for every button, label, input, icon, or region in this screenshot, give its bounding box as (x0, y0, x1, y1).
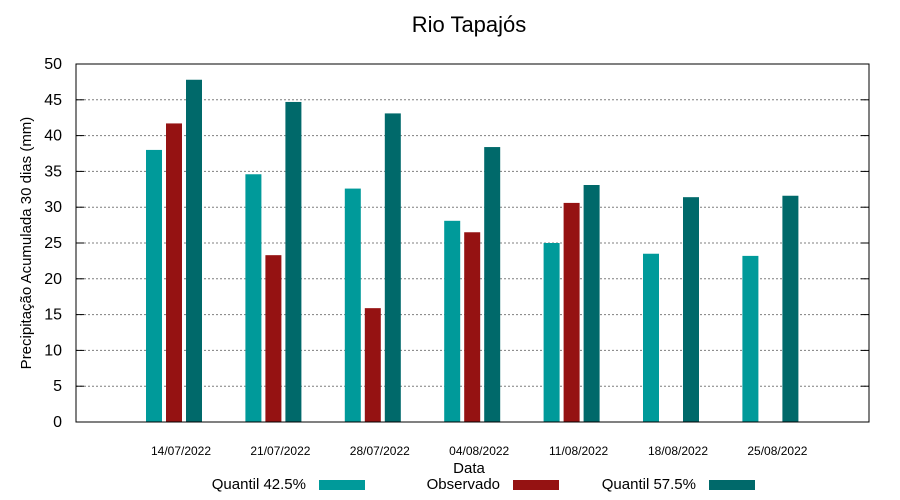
bar-quantil-57-5-2 (384, 113, 401, 423)
x-tick-label: 18/08/2022 (648, 444, 708, 458)
bar-quantil-57-5-3 (484, 147, 501, 422)
y-tick-label: 50 (44, 56, 62, 73)
y-tick-label: 45 (44, 92, 62, 109)
bar-quantil-57-5-0 (186, 79, 202, 422)
legend-label: Quantil 42.5% (212, 476, 306, 493)
axis-ticks: 0 5 10 15 20 25 30 35 40 45 50 14/07/2022 21/07/2022… (44, 56, 869, 458)
y-tick-label: 20 (44, 271, 62, 288)
bar-observado-2 (364, 308, 381, 422)
bar-quantil-57-5-1 (285, 101, 302, 422)
bar-quantil-42-5-5 (643, 253, 659, 422)
legend-label: Observado (427, 476, 500, 493)
bar-quantil-57-5-4 (583, 185, 600, 422)
x-tick-label: 21/07/2022 (250, 444, 310, 458)
bar-quantil-42-5-1 (245, 174, 262, 422)
legend-swatch (709, 480, 755, 490)
y-tick-label: 10 (44, 342, 62, 359)
bar-quantil-42-5-3 (444, 220, 461, 422)
x-tick-label: 04/08/2022 (449, 444, 509, 458)
x-tick-label: 28/07/2022 (350, 444, 410, 458)
legend-swatch (319, 480, 365, 490)
x-tick-label: 25/08/2022 (747, 444, 807, 458)
legend-swatch (513, 480, 559, 490)
y-tick-label: 5 (53, 378, 62, 395)
bar-quantil-42-5-4 (543, 243, 560, 422)
y-tick-label: 0 (53, 414, 62, 431)
y-tick-label: 30 (44, 199, 62, 216)
bar-quantil-57-5-5 (683, 197, 699, 422)
x-tick-label: 11/08/2022 (549, 444, 608, 458)
y-tick-label: 15 (44, 307, 62, 324)
bar-quantil-57-5-6 (782, 195, 799, 422)
legend-label: Quantil 57.5% (602, 476, 696, 493)
y-tick-label: 35 (44, 163, 62, 180)
y-tick-label: 40 (44, 128, 62, 145)
chart-title: Rio Tapajós (412, 12, 527, 37)
bar-quantil-42-5-0 (146, 149, 162, 423)
legend: Quantil 42.5% Observado Quantil 57.5% (212, 476, 755, 493)
x-tick-label: 14/07/2022 (151, 444, 211, 458)
bar-observado-4 (563, 202, 580, 422)
y-tick-label: 25 (44, 235, 62, 252)
bars (146, 79, 799, 423)
bar-observado-3 (464, 232, 481, 422)
bar-quantil-42-5-2 (344, 188, 361, 422)
y-axis-label: Precipitação Acumulada 30 dias (mm) (18, 117, 35, 370)
bar-observado-1 (265, 255, 282, 422)
bar-observado-0 (166, 123, 182, 422)
bar-quantil-42-5-6 (742, 255, 759, 422)
x-axis-label: Data (453, 460, 485, 477)
